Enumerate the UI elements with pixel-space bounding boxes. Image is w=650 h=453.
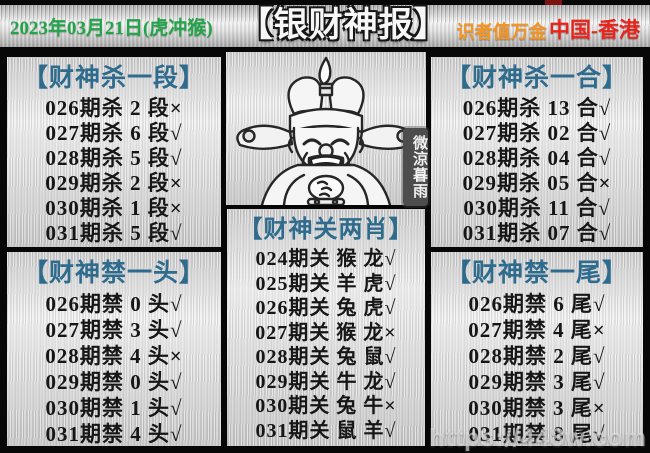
record-row: 029期杀 05 合× <box>462 171 612 195</box>
record-row: 026期禁 0 头√ <box>45 292 183 316</box>
record-row: 030期禁 3 尾× <box>468 396 606 420</box>
panel-rows: 026期杀 2 段× 027期杀 6 段√ 028期杀 5 段√ 029期杀 2 段×… <box>7 96 221 246</box>
panel-rows: 024期关 猴 龙√ 025期关 羊 虎√ 026期关 兔 虎√ 027期关 猴 龙×… <box>227 247 425 443</box>
record-row: 027期杀 6 段√ <box>45 121 183 145</box>
record-row: 026期杀 2 段× <box>45 96 183 120</box>
record-row: 031期杀 07 合√ <box>462 221 612 245</box>
panel-rows: 026期禁 0 头√ 027期禁 3 头√ 028期禁 4 头× 029期禁 0 头√… <box>7 291 221 447</box>
subtitle-text: 识者值万金 <box>456 22 547 42</box>
record-row: 028期关 兔 鼠√ <box>255 346 397 368</box>
record-row: 031期关 鼠 羊√ <box>255 419 397 442</box>
record-row: 028期杀 5 段√ <box>45 146 183 170</box>
page-title: 【银财神报】 <box>238 7 449 44</box>
record-row: 030期杀 11 合√ <box>463 196 611 220</box>
record-row: 031期禁 8 尾√ <box>468 422 606 446</box>
record-row: 027期关 猴 龙× <box>255 321 397 344</box>
record-row: 025期关 羊 虎√ <box>255 272 397 295</box>
record-row: 031期杀 5 段√ <box>45 221 183 245</box>
panel-title: 【财神杀一段】 <box>22 65 205 92</box>
top-bar: 2023年03月21日(虎冲猴) 【银财神报】 识者值万金 中国-香港 <box>0 0 650 47</box>
record-row: 030期杀 1 段× <box>45 196 183 220</box>
region-text: 中国-香港 <box>549 18 640 42</box>
seal-stamp: 微涼暮雨 <box>403 128 428 206</box>
panel-title: 【财神禁一头】 <box>22 260 205 287</box>
record-row: 029期禁 3 尾√ <box>468 370 606 394</box>
record-row: 026期杀 13 合√ <box>462 96 612 120</box>
record-row: 027期禁 3 头√ <box>45 318 183 342</box>
panel-ban-head: 【财神禁一头】 026期禁 0 头√ 027期禁 3 头√ 028期禁 4 头× 02… <box>7 252 221 446</box>
record-row: 028期杀 04 合√ <box>462 146 612 170</box>
record-row: 031期禁 4 头√ <box>45 422 183 446</box>
record-row: 028期禁 4 头× <box>45 344 183 368</box>
record-row: 026期禁 6 尾√ <box>468 292 606 316</box>
panel-ban-tail: 【财神禁一尾】 026期禁 6 尾√ 027期禁 4 尾× 028期禁 2 尾√ 02… <box>431 252 643 446</box>
record-row: 024期关 猴 龙√ <box>255 248 397 270</box>
panel-rows: 026期禁 6 尾√ 027期禁 4 尾× 028期禁 2 尾√ 029期禁 3 尾√… <box>431 291 643 447</box>
record-row: 029期禁 0 头√ <box>45 370 183 394</box>
record-row: 027期禁 4 尾× <box>468 318 606 342</box>
record-row: 027期杀 02 合√ <box>462 121 612 145</box>
record-row: 026期关 兔 虎√ <box>255 297 397 319</box>
panel-title: 【财神杀一合】 <box>445 65 628 92</box>
god-of-wealth-drawing <box>236 56 416 205</box>
record-row: 030期禁 1 头√ <box>45 396 183 420</box>
panel-kill-sum: 【财神杀一合】 026期杀 13 合√ 027期杀 02 合√ 028期杀 04 合… <box>431 57 643 247</box>
record-row: 028期禁 2 尾√ <box>468 344 606 368</box>
panel-link-zodiac: 【财神关两肖】 024期关 猴 龙√ 025期关 羊 虎√ 026期关 兔 虎√ 02… <box>227 209 425 446</box>
panel-rows: 026期杀 13 合√ 027期杀 02 合√ 028期杀 04 合√ 029期杀 0… <box>431 96 643 246</box>
record-row: 030期关 兔 牛× <box>255 395 397 417</box>
panel-title: 【财神关两肖】 <box>238 217 414 243</box>
panel-title: 【财神禁一尾】 <box>445 260 628 287</box>
date-text: 2023年03月21日(虎冲猴) <box>10 17 213 39</box>
red-mark <box>545 0 562 5</box>
watermark-url: https://448w.com <box>429 424 647 452</box>
panel-kill-segment: 【财神杀一段】 026期杀 2 段× 027期杀 6 段√ 028期杀 5 段√ 02… <box>7 57 221 247</box>
record-row: 029期关 牛 龙√ <box>255 370 397 393</box>
god-of-wealth-illustration: 微涼暮雨 <box>226 52 428 206</box>
record-row: 029期杀 2 段× <box>45 171 183 195</box>
